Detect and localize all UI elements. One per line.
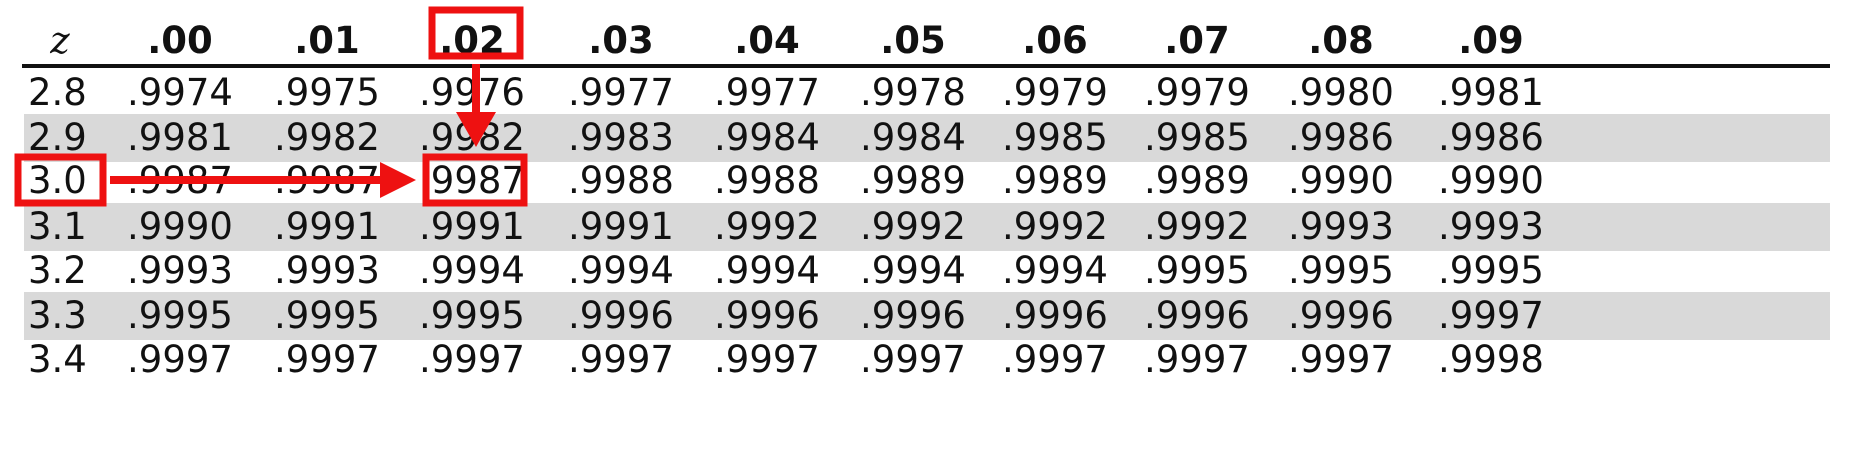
table-cell: .9984 xyxy=(860,116,966,159)
table-cell: .9996 xyxy=(1288,294,1394,337)
table-cell: .9981 xyxy=(1438,71,1544,114)
table-cell: .9992 xyxy=(860,205,966,248)
table-cell: .9993 xyxy=(1438,205,1544,248)
table-cell: .9988 xyxy=(714,159,820,202)
row-z-value: 3.2 xyxy=(28,249,87,292)
table-cell: .9997 xyxy=(127,338,233,381)
header-col-02: .02 xyxy=(439,19,505,62)
header-col-06: .06 xyxy=(1022,19,1088,62)
table-cell: .9997 xyxy=(1144,338,1250,381)
header-col-09: .09 xyxy=(1458,19,1524,62)
table-row: 3.3 .9995 .9995 .9995 .9996 .9996 .9996 … xyxy=(24,292,1830,340)
table-row: 3.2 .9993 .9993 .9994 .9994 .9994 .9994 … xyxy=(24,247,1830,295)
header-col-00: .00 xyxy=(147,19,213,62)
table-cell: .9993 xyxy=(274,249,380,292)
table-cell: .9981 xyxy=(127,116,233,159)
table-cell: .9989 xyxy=(860,159,966,202)
table-cell: .9996 xyxy=(860,294,966,337)
table-cell: .9994 xyxy=(1002,249,1108,292)
table-cell: .9998 xyxy=(1438,338,1544,381)
table-cell: .9986 xyxy=(1288,116,1394,159)
table-cell: .9979 xyxy=(1144,71,1250,114)
table-cell: .9995 xyxy=(1288,249,1394,292)
table-cell: .9977 xyxy=(568,71,674,114)
row-z-value: 3.4 xyxy=(28,338,87,381)
row-z-value: 3.3 xyxy=(28,294,87,337)
table-cell: .9994 xyxy=(568,249,674,292)
table-row: 3.0 .9987 .9987 .9987 .9988 .9988 .9989 … xyxy=(24,157,1830,205)
row-z-value: 2.8 xyxy=(28,71,87,114)
table-cell: .9979 xyxy=(1002,71,1108,114)
table-cell: .9995 xyxy=(274,294,380,337)
table-cell: .9992 xyxy=(1144,205,1250,248)
table-cell: .9982 xyxy=(274,116,380,159)
table-cell: .9978 xyxy=(860,71,966,114)
table-cell: .9997 xyxy=(419,338,525,381)
header-col-05: .05 xyxy=(880,19,946,62)
table-row: 2.9 .9981 .9982 .9982 .9983 .9984 .9984 … xyxy=(24,114,1830,162)
table-row: 2.8 .9974 .9975 .9976 .9977 .9977 .9978 … xyxy=(24,69,1830,117)
table-cell: .9995 xyxy=(1438,249,1544,292)
header-z: z xyxy=(50,19,70,62)
header-col-01: .01 xyxy=(294,19,360,62)
table-row: 3.1 .9990 .9991 .9991 .9991 .9992 .9992 … xyxy=(24,203,1830,251)
table-cell: .9974 xyxy=(127,71,233,114)
table-cell: .9985 xyxy=(1002,116,1108,159)
table-cell: .9995 xyxy=(419,294,525,337)
table-cell: .9996 xyxy=(1144,294,1250,337)
header-col-03: .03 xyxy=(588,19,654,62)
table-cell: .9987 xyxy=(274,159,380,202)
table-cell: .9988 xyxy=(568,159,674,202)
table-cell: .9995 xyxy=(1144,249,1250,292)
table-cell: .9985 xyxy=(1144,116,1250,159)
table-cell: .9996 xyxy=(714,294,820,337)
table-cell: .9992 xyxy=(1002,205,1108,248)
table-cell: .9994 xyxy=(419,249,525,292)
table-cell: .9993 xyxy=(1288,205,1394,248)
table-cell: .9995 xyxy=(127,294,233,337)
table-cell: .9990 xyxy=(127,205,233,248)
table-cell: .9983 xyxy=(568,116,674,159)
table-cell: .9984 xyxy=(714,116,820,159)
table-cell: .9986 xyxy=(1438,116,1544,159)
table-cell: .9997 xyxy=(860,338,966,381)
table-cell: .9994 xyxy=(860,249,966,292)
table-cell: .9996 xyxy=(1002,294,1108,337)
table-cell: .9987 xyxy=(127,159,233,202)
table-cell: .9997 xyxy=(568,338,674,381)
table-cell: .9991 xyxy=(419,205,525,248)
row-z-value: 3.0 xyxy=(28,159,87,202)
table-row: 3.4 .9997 .9997 .9997 .9997 .9997 .9997 … xyxy=(24,336,1830,384)
table-cell: .9989 xyxy=(1144,159,1250,202)
header-col-04: .04 xyxy=(734,19,800,62)
highlighted-cell: .9987 xyxy=(419,159,525,202)
table-cell: .9990 xyxy=(1288,159,1394,202)
table-cell: .9997 xyxy=(714,338,820,381)
table-cell: .9991 xyxy=(568,205,674,248)
table-cell: .9993 xyxy=(127,249,233,292)
row-z-value: 2.9 xyxy=(28,116,87,159)
table-cell: .9997 xyxy=(1002,338,1108,381)
table-cell: .9991 xyxy=(274,205,380,248)
header-col-07: .07 xyxy=(1164,19,1230,62)
table-cell: .9997 xyxy=(1288,338,1394,381)
row-z-value: 3.1 xyxy=(28,205,87,248)
table-cell: .9977 xyxy=(714,71,820,114)
header-rule xyxy=(22,64,1830,68)
table-cell: .9975 xyxy=(274,71,380,114)
table-cell: .9976 xyxy=(419,71,525,114)
table-cell: .9989 xyxy=(1002,159,1108,202)
table-cell: .9996 xyxy=(568,294,674,337)
table-cell: .9994 xyxy=(714,249,820,292)
table-cell: .9992 xyxy=(714,205,820,248)
header-col-08: .08 xyxy=(1308,19,1374,62)
table-cell: .9990 xyxy=(1438,159,1544,202)
table-cell: .9982 xyxy=(419,116,525,159)
table-cell: .9997 xyxy=(274,338,380,381)
table-cell: .9997 xyxy=(1438,294,1544,337)
table-cell: .9980 xyxy=(1288,71,1394,114)
